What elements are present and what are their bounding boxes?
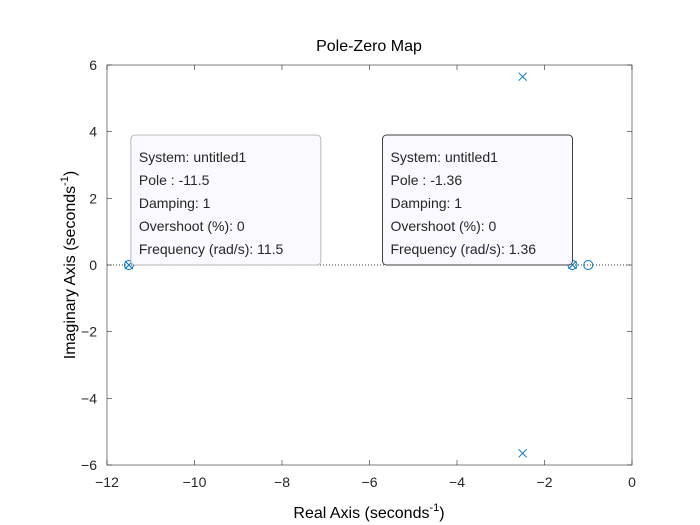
datatip-line: System: untitled1 — [391, 149, 499, 165]
x-tick-label: 0 — [628, 474, 636, 490]
datatip-box — [130, 134, 322, 266]
x-tick-label: −4 — [449, 474, 465, 490]
pole-marker[interactable] — [518, 72, 527, 82]
pole-marker-stroke — [568, 260, 577, 270]
x-axis-label-sup: -1 — [429, 502, 439, 514]
datatip-line: Damping: 1 — [391, 195, 463, 211]
x-tick-label: −12 — [95, 474, 119, 490]
y-tick-label: 4 — [89, 124, 97, 140]
x-axis-label-text: Real Axis (seconds — [293, 505, 429, 522]
datatip[interactable]: System: untitled1 Pole : -1.36 Damping: 1 O… — [382, 134, 573, 266]
y-tick-label: −6 — [81, 457, 97, 473]
y-tick-label: 2 — [89, 190, 97, 206]
y-tick-label: −4 — [81, 390, 97, 406]
datatip-line: System: untitled1 — [139, 149, 247, 165]
tick-layer — [106, 64, 633, 466]
y-tick-label: 0 — [89, 257, 97, 273]
x-tick-label: −8 — [274, 474, 290, 490]
datatip-line: Frequency (rad/s): 1.36 — [391, 241, 537, 257]
zero-marker[interactable] — [583, 260, 594, 270]
x-tick-label: −10 — [183, 474, 207, 490]
datatip[interactable]: System: untitled1 Pole : -11.5 Damping: 1 O… — [130, 134, 322, 266]
y-axis-label-text: Imaginary Axis (seconds — [62, 186, 79, 359]
x-axis-label: Real Axis (seconds-1) — [293, 502, 444, 522]
y-tick-label: −2 — [81, 324, 97, 340]
y-axis-label-sup: -1 — [59, 176, 71, 186]
pole-marker[interactable] — [518, 448, 527, 458]
datatip-line: Overshoot (%): 0 — [139, 218, 245, 234]
datatip-line: Pole : -11.5 — [139, 172, 210, 188]
y-tick-label: 6 — [89, 57, 97, 73]
datatip-line: Pole : -1.36 — [391, 172, 463, 188]
datatip-box — [382, 134, 573, 266]
chart-title: Pole-Zero Map — [316, 38, 422, 55]
y-axis-label-close: ) — [62, 171, 79, 176]
x-axis-label-close: ) — [439, 505, 444, 522]
datatip-line: Overshoot (%): 0 — [391, 218, 497, 234]
pole-marker-stroke — [518, 72, 527, 82]
datatip-line: Frequency (rad/s): 11.5 — [139, 241, 284, 257]
datatip-layer: System: untitled1 Pole : -11.5 Damping: 1 O… — [130, 134, 573, 266]
tick-label-layer: −12 −10 −8 −6 −4 −2 0 −6 −4 −2 0 2 4 6 — [81, 57, 636, 490]
x-tick-label: −6 — [362, 474, 378, 490]
datatip-line: Damping: 1 — [139, 195, 211, 211]
x-tick-label: −2 — [537, 474, 553, 490]
y-axis-label: Imaginary Axis (seconds-1) — [59, 171, 79, 360]
pole-marker-stroke — [518, 448, 527, 458]
